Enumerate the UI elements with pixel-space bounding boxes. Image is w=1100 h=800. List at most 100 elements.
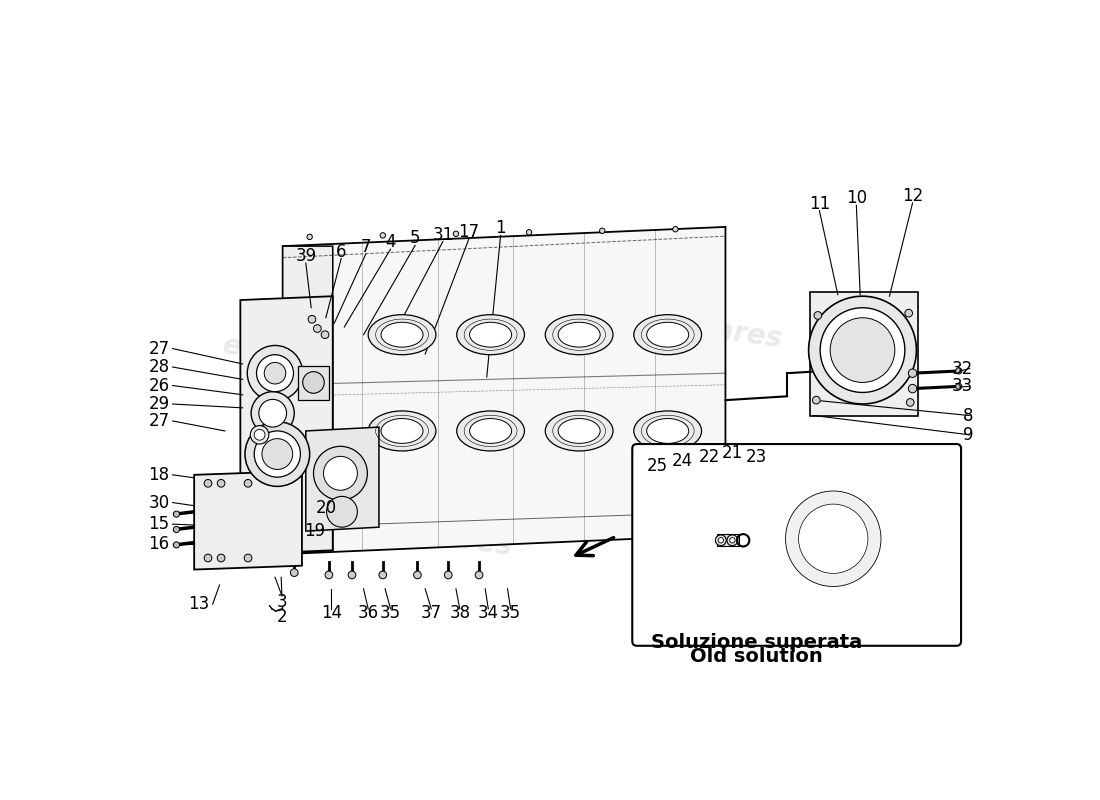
- Text: 13: 13: [188, 595, 209, 613]
- Circle shape: [321, 331, 329, 338]
- Circle shape: [381, 233, 385, 238]
- Text: Old solution: Old solution: [690, 647, 823, 666]
- Text: 14: 14: [320, 605, 342, 622]
- Circle shape: [248, 346, 302, 401]
- Polygon shape: [306, 427, 378, 531]
- Text: 27: 27: [148, 412, 169, 430]
- Circle shape: [174, 526, 179, 533]
- Text: 17: 17: [459, 222, 480, 241]
- Circle shape: [244, 479, 252, 487]
- Circle shape: [715, 535, 726, 546]
- Text: 15: 15: [148, 515, 169, 533]
- Text: 3: 3: [276, 593, 287, 611]
- Text: 2: 2: [276, 607, 287, 626]
- Circle shape: [956, 368, 961, 374]
- Circle shape: [314, 325, 321, 332]
- Circle shape: [348, 571, 356, 578]
- Text: 24: 24: [672, 452, 693, 470]
- Text: 25: 25: [647, 457, 669, 474]
- Text: 38: 38: [449, 605, 471, 622]
- Text: 23: 23: [746, 448, 767, 466]
- Text: 7: 7: [361, 238, 371, 256]
- Circle shape: [205, 479, 212, 487]
- Circle shape: [673, 226, 678, 232]
- Text: 21: 21: [722, 444, 742, 462]
- Text: 6: 6: [336, 242, 346, 261]
- Text: 1: 1: [495, 219, 506, 238]
- Circle shape: [254, 430, 265, 440]
- Circle shape: [251, 426, 268, 444]
- Ellipse shape: [470, 322, 512, 347]
- Circle shape: [905, 310, 913, 317]
- Circle shape: [307, 234, 312, 240]
- Ellipse shape: [381, 322, 424, 347]
- Circle shape: [906, 398, 914, 406]
- Circle shape: [830, 318, 895, 382]
- Circle shape: [251, 392, 295, 435]
- Circle shape: [174, 542, 179, 548]
- Circle shape: [314, 446, 367, 500]
- Circle shape: [323, 456, 358, 490]
- Text: 35: 35: [500, 605, 521, 622]
- Text: 39: 39: [295, 247, 317, 265]
- Circle shape: [414, 571, 421, 578]
- Circle shape: [174, 511, 179, 517]
- Ellipse shape: [470, 418, 512, 443]
- Ellipse shape: [381, 418, 424, 443]
- Circle shape: [290, 569, 298, 577]
- Circle shape: [785, 491, 881, 586]
- Polygon shape: [283, 227, 726, 554]
- Ellipse shape: [634, 314, 702, 354]
- Circle shape: [814, 312, 822, 319]
- Ellipse shape: [647, 322, 689, 347]
- Circle shape: [729, 538, 735, 543]
- Text: 4: 4: [385, 234, 396, 251]
- Circle shape: [453, 231, 459, 237]
- Circle shape: [727, 535, 738, 546]
- Polygon shape: [241, 296, 332, 554]
- Polygon shape: [298, 366, 329, 400]
- Circle shape: [264, 362, 286, 384]
- Circle shape: [327, 496, 358, 527]
- Circle shape: [244, 554, 252, 562]
- Bar: [717, 534, 738, 546]
- Circle shape: [813, 396, 821, 404]
- Circle shape: [378, 571, 387, 578]
- Circle shape: [245, 422, 310, 486]
- Text: 27: 27: [148, 339, 169, 358]
- Text: 20: 20: [316, 499, 337, 517]
- Circle shape: [718, 538, 724, 543]
- Ellipse shape: [647, 418, 689, 443]
- Circle shape: [258, 399, 286, 427]
- Text: 33: 33: [953, 378, 974, 395]
- Circle shape: [262, 438, 293, 470]
- Text: 10: 10: [846, 190, 867, 207]
- Text: 36: 36: [358, 605, 378, 622]
- Circle shape: [600, 228, 605, 234]
- Ellipse shape: [634, 411, 702, 451]
- Text: eurospares: eurospares: [337, 509, 514, 561]
- Ellipse shape: [558, 418, 601, 443]
- Text: 26: 26: [148, 377, 169, 394]
- Text: eurospares: eurospares: [221, 332, 398, 384]
- Circle shape: [909, 384, 916, 393]
- Circle shape: [218, 554, 226, 562]
- Circle shape: [308, 315, 316, 323]
- Text: 8: 8: [962, 406, 974, 425]
- Text: 29: 29: [148, 395, 169, 413]
- Text: 12: 12: [902, 187, 923, 205]
- Polygon shape: [283, 246, 332, 554]
- Text: 32: 32: [953, 359, 974, 378]
- Text: eurospares: eurospares: [421, 254, 598, 307]
- Ellipse shape: [368, 314, 436, 354]
- Circle shape: [256, 354, 294, 392]
- Circle shape: [956, 383, 961, 390]
- Circle shape: [302, 372, 324, 394]
- Circle shape: [326, 571, 332, 578]
- Text: Soluzione superata: Soluzione superata: [650, 634, 862, 652]
- Ellipse shape: [456, 411, 525, 451]
- Ellipse shape: [456, 314, 525, 354]
- Text: 19: 19: [305, 522, 326, 540]
- Ellipse shape: [368, 411, 436, 451]
- Ellipse shape: [546, 411, 613, 451]
